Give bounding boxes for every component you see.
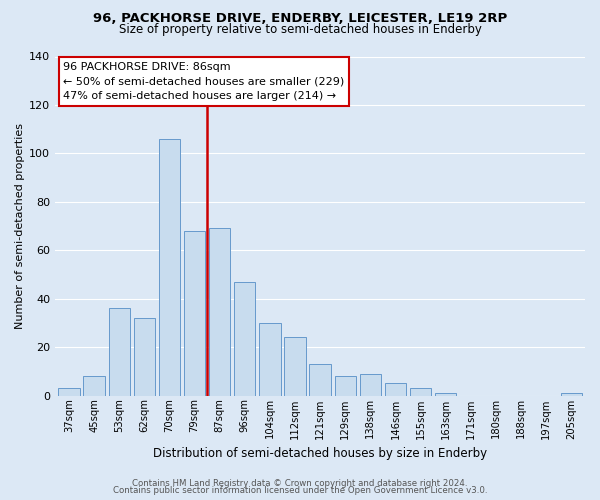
Text: 96 PACKHORSE DRIVE: 86sqm
← 50% of semi-detached houses are smaller (229)
47% of: 96 PACKHORSE DRIVE: 86sqm ← 50% of semi-… <box>63 62 344 101</box>
Bar <box>560 393 582 396</box>
Bar <box>83 376 105 396</box>
Bar <box>410 388 431 396</box>
X-axis label: Distribution of semi-detached houses by size in Enderby: Distribution of semi-detached houses by … <box>153 447 487 460</box>
Bar <box>209 228 230 396</box>
Bar <box>58 388 80 396</box>
Bar <box>359 374 381 396</box>
Bar <box>310 364 331 396</box>
Bar <box>435 393 457 396</box>
Bar <box>335 376 356 396</box>
Bar <box>385 384 406 396</box>
Text: Contains public sector information licensed under the Open Government Licence v3: Contains public sector information licen… <box>113 486 487 495</box>
Bar <box>184 231 205 396</box>
Text: Size of property relative to semi-detached houses in Enderby: Size of property relative to semi-detach… <box>119 22 481 36</box>
Text: 96, PACKHORSE DRIVE, ENDERBY, LEICESTER, LE19 2RP: 96, PACKHORSE DRIVE, ENDERBY, LEICESTER,… <box>93 12 507 26</box>
Bar <box>134 318 155 396</box>
Bar <box>284 338 305 396</box>
Bar <box>159 139 180 396</box>
Bar <box>259 323 281 396</box>
Text: Contains HM Land Registry data © Crown copyright and database right 2024.: Contains HM Land Registry data © Crown c… <box>132 478 468 488</box>
Y-axis label: Number of semi-detached properties: Number of semi-detached properties <box>15 123 25 329</box>
Bar <box>109 308 130 396</box>
Bar <box>234 282 256 396</box>
